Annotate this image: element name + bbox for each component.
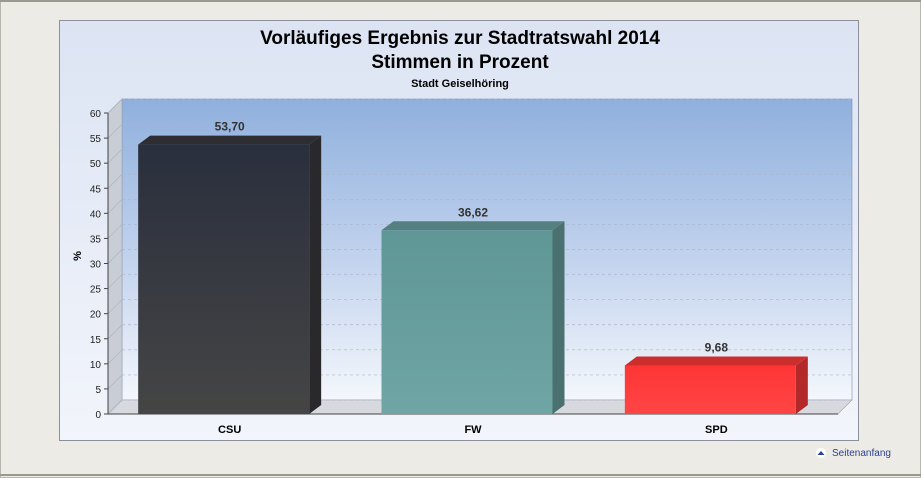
bar-top-fw [381, 221, 565, 231]
arrow-up-icon [816, 448, 826, 458]
gridline-side [107, 174, 123, 189]
bar-chart: Vorläufiges Ergebnis zur Stadtratswahl 2… [72, 28, 853, 436]
top-divider [0, 0, 921, 2]
y-tick-label: 10 [90, 360, 102, 371]
gridline-side [107, 98, 123, 114]
chart-caption: Stadt Geiselhöring [411, 78, 509, 90]
chart-subtitle: Stimmen in Prozent [371, 52, 549, 73]
x-tick-label-spd: SPD [705, 424, 728, 436]
bar-top-csu [138, 135, 322, 145]
y-tick-label: 60 [90, 109, 102, 120]
bar-spd [624, 365, 796, 414]
gridline-side [107, 324, 123, 339]
bar-side-fw [552, 221, 565, 414]
bar-csu [138, 144, 310, 414]
y-tick-label: 40 [90, 209, 102, 220]
chart-title: Vorläufiges Ergebnis zur Stadtratswahl 2… [260, 28, 660, 49]
chart-container: Vorläufiges Ergebnis zur Stadtratswahl 2… [59, 20, 859, 441]
y-tick-label: 45 [90, 184, 102, 195]
gridline-side [107, 224, 123, 239]
gridline-side [107, 148, 123, 164]
y-tick-label: 0 [95, 410, 101, 421]
y-tick-label: 30 [90, 260, 102, 271]
x-tick-label-fw: FW [464, 424, 482, 436]
value-label-fw: 36,62 [458, 205, 488, 219]
y-tick-label: 50 [90, 159, 102, 170]
gridline-side [107, 249, 123, 264]
bar-side-csu [309, 135, 322, 414]
value-label-spd: 9,68 [705, 340, 729, 354]
bottom-divider [0, 474, 921, 476]
x-tick-label-csu: CSU [218, 424, 241, 436]
gridline-side [107, 399, 123, 415]
back-to-top-label: Seitenanfang [832, 447, 891, 459]
value-label-csu: 53,70 [215, 120, 245, 134]
bar-fw [381, 230, 553, 414]
gridline-side [107, 199, 123, 214]
bar-top-spd [624, 356, 808, 366]
gridline-side [107, 374, 123, 390]
y-axis-label: % [72, 251, 84, 261]
y-tick-label: 20 [90, 310, 102, 321]
back-to-top-link[interactable]: Seitenanfang [816, 445, 891, 461]
y-tick-label: 5 [95, 385, 101, 396]
y-tick-label: 25 [90, 285, 102, 296]
y-tick-label: 15 [90, 335, 102, 346]
gridline-side [107, 349, 123, 365]
gridline-side [107, 299, 123, 314]
y-tick-label: 55 [90, 134, 102, 145]
y-tick-label: 35 [90, 234, 102, 245]
gridline-side [107, 123, 123, 139]
bar-side-spd [795, 356, 808, 414]
gridline-side [107, 274, 123, 289]
